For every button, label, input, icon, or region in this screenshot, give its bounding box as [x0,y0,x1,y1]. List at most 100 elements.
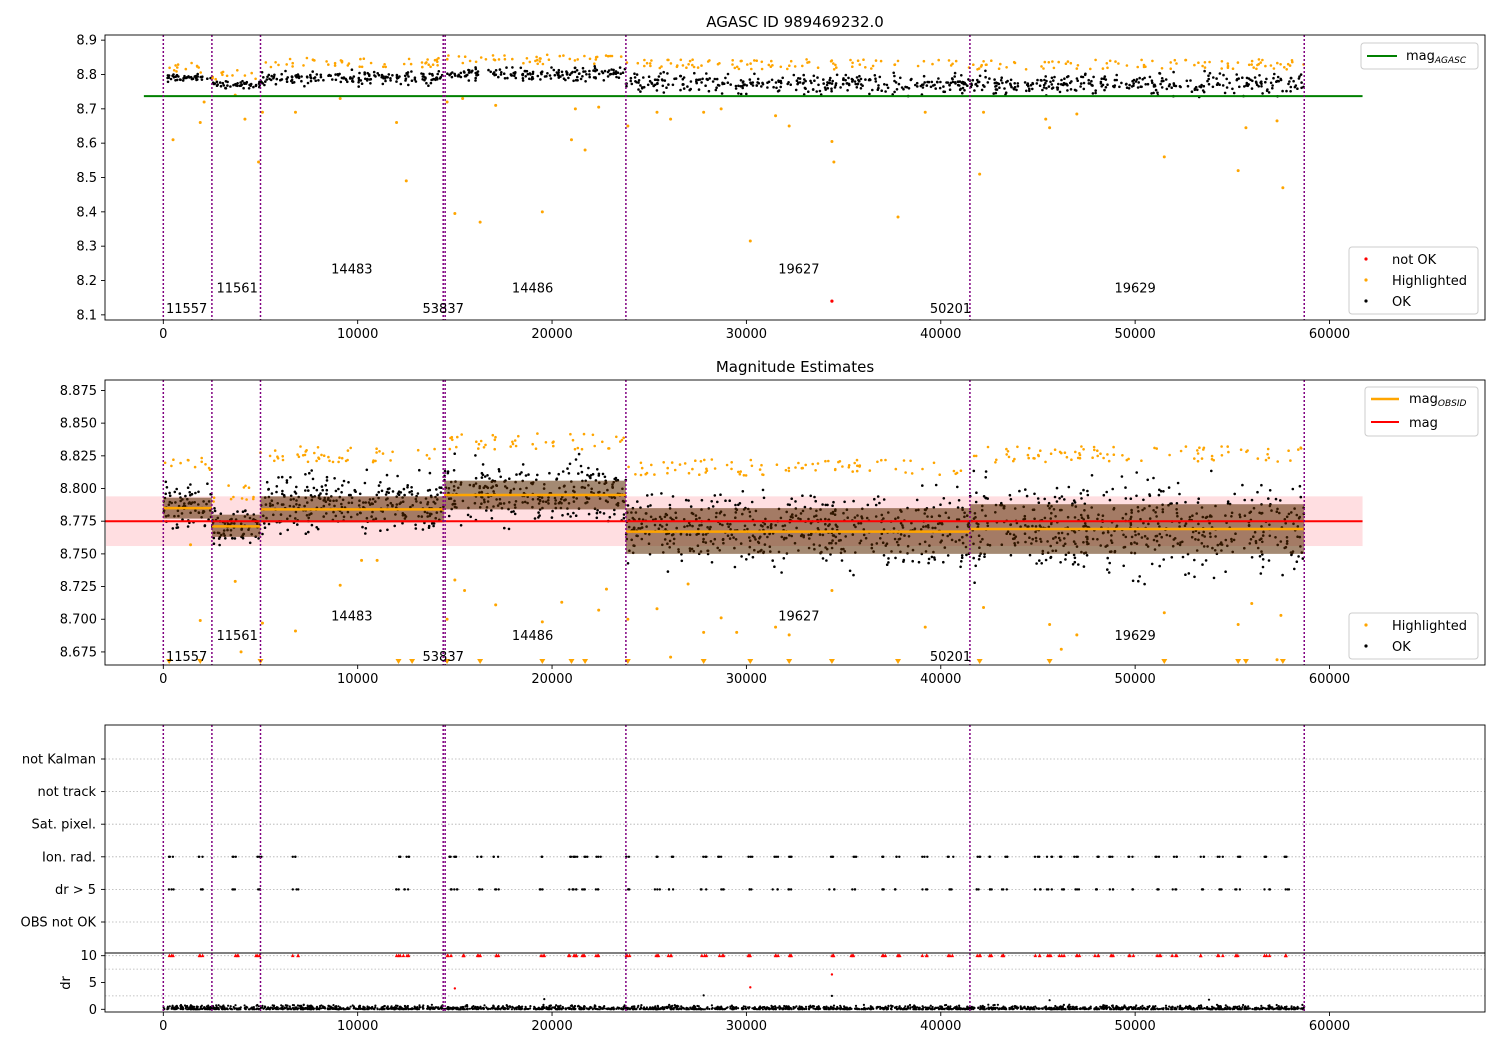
ok-point [387,491,391,495]
ok-point [1261,565,1265,569]
ok-point [1207,74,1210,77]
highlighted-point [227,484,230,487]
highlighted-point [168,66,171,70]
agasc-panel: AGASC ID 989469232.0 0 10000 20000 30000 400… [76,13,1486,342]
highlighted-point [340,59,344,63]
flag-point [541,888,544,891]
highlighted-point [576,58,579,61]
ok-point [811,88,815,91]
flag-point [831,855,835,858]
highlighted-point [1269,64,1273,67]
highlighted-point [450,435,454,439]
ok-point [857,78,860,82]
highlighted-point [497,58,501,61]
flag-point [496,855,500,858]
ok-point [351,80,355,83]
flag-point [720,888,723,891]
highlighted-point [749,62,752,65]
highlighted-point [1184,445,1188,448]
dr-point [635,1008,638,1011]
ok-point [459,71,463,75]
ok-point [612,68,615,72]
highlighted-point [604,587,608,591]
highlighted-point [436,64,439,67]
flag-point [597,855,600,858]
highlighted-point [463,588,467,592]
highlighted-point [688,59,692,63]
highlighted-point [922,59,926,63]
ok-point [573,70,577,74]
ok-point [1254,80,1258,84]
ok-point [693,71,696,75]
ok-point [876,495,880,498]
ok-point [927,80,931,84]
highlighted-point [569,138,573,142]
ok-point [406,484,410,487]
clipped-point-marker [166,659,173,664]
highlighted-point [582,432,586,436]
legend-mag-obsid-label: magOBSID [1409,392,1467,409]
highlighted-point [404,179,408,183]
ok-point [1037,501,1041,505]
highlighted-point [868,469,872,472]
flag-point [748,888,751,891]
flag-point [975,888,978,891]
ok-point [368,78,372,81]
flag-point [952,855,955,858]
ok-point [612,72,615,76]
ok-point [1154,88,1158,92]
ok-point [640,87,644,90]
ok-point [887,561,890,564]
y-tick-label: 8.4 [76,205,97,220]
ok-point [1160,86,1164,89]
flag-point [776,855,780,858]
ok-point [568,73,572,76]
ok-point [313,76,317,79]
ok-point [1156,91,1159,94]
ok-point [572,79,575,83]
highlighted-point [952,469,956,473]
ok-point [1108,561,1111,565]
highlighted-point [301,454,305,457]
ok-point [306,81,310,85]
ok-point [844,73,848,77]
ok-point [1025,89,1028,93]
highlighted-point [841,465,844,468]
ok-point [618,66,622,69]
ok-point [1047,85,1051,88]
flag-point [1076,855,1080,858]
ok-point [593,67,597,70]
highlighted-point [1069,61,1073,65]
ok-point [956,485,959,489]
flag-point [774,855,778,858]
flag-point [895,855,898,858]
ok-point [407,83,410,87]
highlighted-point [455,445,458,449]
highlighted-point [938,473,941,477]
ok-point [1026,82,1030,85]
obsid-label: 14483 [331,262,372,277]
ok-point [297,75,301,78]
ok-point [188,491,191,494]
highlighted-point [893,63,897,66]
legend-not-ok-marker [1364,257,1368,261]
clipped-point-marker [197,659,204,664]
ok-point [1050,87,1054,90]
ok-point [175,487,178,491]
ok-point [1138,575,1141,578]
ok-point [737,84,740,88]
highlighted-point [247,486,251,490]
ok-point [550,516,554,519]
flag-point [291,855,294,858]
ok-point [963,89,966,92]
flag-point [988,855,991,858]
flag-point [672,855,675,858]
highlighted-point [787,469,791,473]
ok-point [705,72,708,75]
ok-point [1224,570,1227,573]
ok-point [682,87,686,90]
highlighted-point [1252,66,1255,69]
ok-point [387,73,391,76]
highlighted-point [426,58,429,61]
highlighted-point [1281,186,1285,190]
